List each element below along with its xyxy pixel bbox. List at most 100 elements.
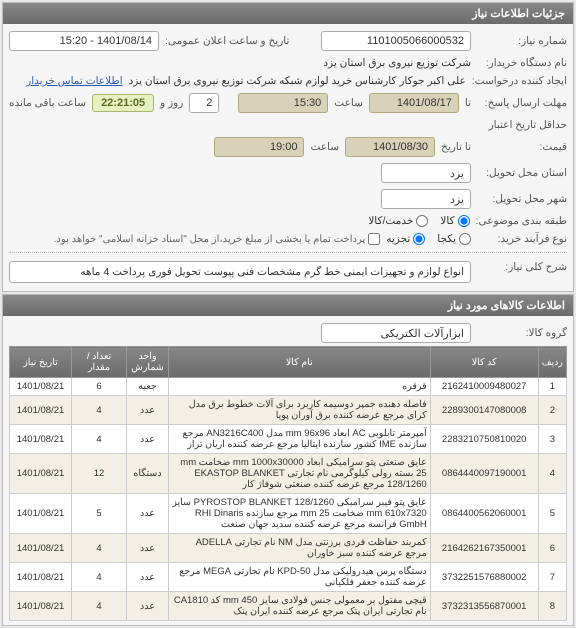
radio-goods-label: کالا [440, 215, 454, 227]
th-qty: تعداد / مقدار [72, 347, 127, 378]
main-desc-box: انواع لوازم و تجهیزات ایمنی خط گرم مشخصا… [9, 261, 471, 283]
th-date: تاریخ نیاز [10, 347, 72, 378]
cell-name: عایق پتو فیبر سرامیکی PYROSTOP BLANKET 1… [169, 494, 431, 534]
cell-code: 3732251576880002 [430, 563, 538, 592]
radio-partial-label: تجزیه [386, 233, 410, 245]
cell-idx: 4 [538, 454, 566, 494]
table-row[interactable]: 83732313556870001قیچی مفتول بر معمولی جن… [10, 592, 567, 621]
radio-goods[interactable]: کالا [440, 215, 469, 227]
table-row[interactable]: 22289300147080008فاصله دهنده جمپر دوسیمه… [10, 396, 567, 425]
buy-process-group: یکجا تجزیه [386, 233, 471, 245]
cell-idx: 2 [538, 396, 566, 425]
radio-single-input[interactable] [459, 233, 471, 245]
lbl-buyer-org: نام دستگاه خریدار: [477, 57, 567, 69]
lbl-group: گروه کالا: [477, 327, 567, 339]
cell-unit: عدد [127, 396, 169, 425]
cell-qty: 4 [72, 592, 127, 621]
cell-code: 2164262167350001 [430, 534, 538, 563]
separator [9, 252, 567, 253]
check-treasury-label: پرداخت تمام یا بخشی از مبلغ خرید،از محل … [54, 234, 366, 245]
lbl-pub-dt: تاریخ و ساعت اعلان عمومی: [165, 35, 289, 47]
table-row[interactable]: 12162410009480027قرقرهجعبه61401/08/21 [10, 378, 567, 396]
radio-single-label: یکجا [437, 233, 456, 245]
cell-name: دستگاه پرس هیدرولیکی مدل KPD-50 نام تجار… [169, 563, 431, 592]
cell-date: 1401/08/21 [10, 592, 72, 621]
cell-unit: عدد [127, 534, 169, 563]
items-table: ردیف کد کالا نام کالا واحد شمارش تعداد /… [9, 346, 567, 621]
field-days-left: 2 [189, 93, 219, 113]
cell-date: 1401/08/21 [10, 563, 72, 592]
cell-qty: 4 [72, 396, 127, 425]
field-valid-time: 19:00 [214, 137, 304, 157]
cell-date: 1401/08/21 [10, 454, 72, 494]
field-city: یزد [381, 189, 471, 209]
field-reply-date: 1401/08/17 [369, 93, 459, 113]
field-group: ابزارآلات الکتریکی [321, 323, 471, 343]
cell-idx: 5 [538, 494, 566, 534]
radio-service[interactable]: خدمت/کالا [368, 215, 428, 227]
link-buyer-contact[interactable]: اطلاعات تماس خریدار [26, 75, 122, 87]
cell-idx: 8 [538, 592, 566, 621]
lbl-time-2: ساعت [310, 141, 339, 153]
cell-unit: جعبه [127, 378, 169, 396]
lbl-hours-left: ساعت باقی مانده [9, 97, 86, 109]
lbl-day-and: روز و [160, 97, 183, 109]
radio-service-input[interactable] [416, 215, 428, 227]
cell-date: 1401/08/21 [10, 425, 72, 454]
cell-code: 3732313556870001 [430, 592, 538, 621]
table-row[interactable]: 32283210750810020آمپرمتر تابلویی AC ابعا… [10, 425, 567, 454]
cell-code: 0864440097190001 [430, 454, 538, 494]
table-row[interactable]: 73732251576880002دستگاه پرس هیدرولیکی مد… [10, 563, 567, 592]
cell-name: آمپرمتر تابلویی AC ابعاد mm 96x96 مدل AN… [169, 425, 431, 454]
th-code: کد کالا [430, 347, 538, 378]
table-row[interactable]: 40864440097190001عایق صنعتی پتو سرامیکی … [10, 454, 567, 494]
table-row[interactable]: 62164262167350001کمربند حفاظت فردی برزنت… [10, 534, 567, 563]
cell-idx: 1 [538, 378, 566, 396]
th-name: نام کالا [169, 347, 431, 378]
lbl-need-no: شماره نیاز: [477, 35, 567, 47]
lbl-to-1: تا [465, 97, 471, 109]
cell-unit: عدد [127, 425, 169, 454]
th-unit: واحد شمارش [127, 347, 169, 378]
field-pub-dt: 1401/08/14 - 15:20 [9, 31, 159, 51]
cell-unit: عدد [127, 494, 169, 534]
cell-qty: 4 [72, 425, 127, 454]
panel-header: جزئیات اطلاعات نیاز [3, 3, 573, 24]
countdown-timer: 22:21:05 [92, 94, 154, 112]
radio-service-label: خدمت/کالا [368, 215, 413, 227]
cell-idx: 3 [538, 425, 566, 454]
lbl-min-valid: حداقل تاریخ اعتبار [477, 119, 567, 131]
cell-name: قرقره [169, 378, 431, 396]
cell-idx: 6 [538, 534, 566, 563]
cell-qty: 6 [72, 378, 127, 396]
items-panel-header: اطلاعات کالاهای مورد نیاز [3, 295, 573, 316]
cell-unit: عدد [127, 563, 169, 592]
field-valid-date: 1401/08/30 [345, 137, 435, 157]
lbl-state: استان محل تحویل: [477, 167, 567, 179]
table-row[interactable]: 50864400562060001عایق پتو فیبر سرامیکی P… [10, 494, 567, 534]
cell-name: فاصله دهنده جمپر دوسیمه کاربرد برای آلات… [169, 396, 431, 425]
cell-code: 0864400562060001 [430, 494, 538, 534]
cell-idx: 7 [538, 563, 566, 592]
radio-single[interactable]: یکجا [437, 233, 471, 245]
cell-qty: 5 [72, 494, 127, 534]
lbl-buy-process: نوع فرآیند خرید: [477, 233, 567, 245]
cell-name: کمربند حفاظت فردی برزنتی مدل NM نام تجار… [169, 534, 431, 563]
cell-date: 1401/08/21 [10, 534, 72, 563]
cell-code: 2162410009480027 [430, 378, 538, 396]
val-creator: علی اکبر جوکار کارشناس خرید لوازم شبکه ش… [129, 75, 466, 87]
cell-unit: عدد [127, 592, 169, 621]
radio-goods-input[interactable] [458, 215, 470, 227]
th-idx: ردیف [538, 347, 566, 378]
lbl-city: شهر محل تحویل: [477, 193, 567, 205]
lbl-price: قیمت: [477, 141, 567, 153]
check-treasury-input[interactable] [368, 233, 380, 245]
field-reply-time: 15:30 [238, 93, 328, 113]
cell-qty: 12 [72, 454, 127, 494]
cell-name: عایق صنعتی پتو سرامیکی ابعاد mm 1000x300… [169, 454, 431, 494]
lbl-main-desc: شرح کلی نیاز: [477, 261, 567, 283]
radio-partial-input[interactable] [413, 233, 425, 245]
cell-code: 2289300147080008 [430, 396, 538, 425]
check-treasury[interactable]: پرداخت تمام یا بخشی از مبلغ خرید،از محل … [54, 233, 381, 245]
radio-partial[interactable]: تجزیه [386, 233, 425, 245]
